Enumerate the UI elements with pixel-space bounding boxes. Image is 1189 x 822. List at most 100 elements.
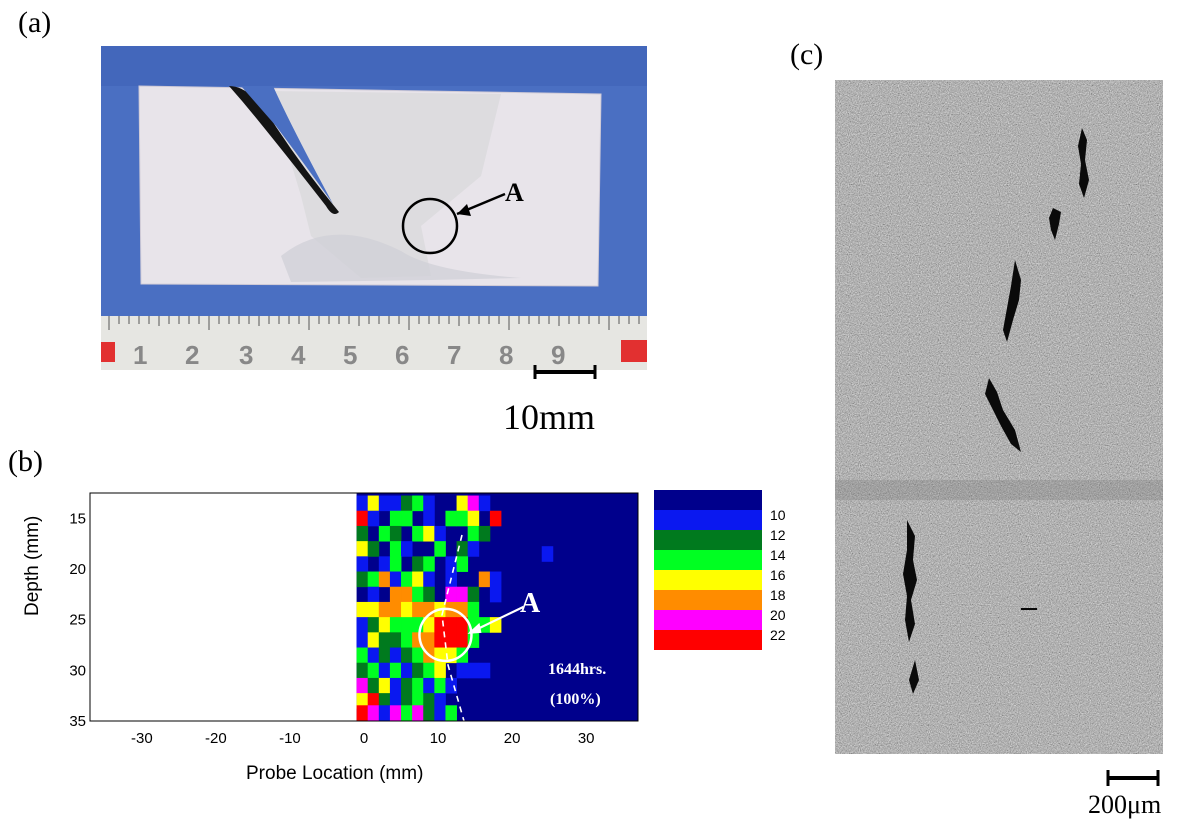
heatmap-cell (401, 495, 413, 512)
y-tick-label: 35 (70, 713, 86, 730)
heatmap-cell (456, 662, 469, 679)
annotation-percent: (100%) (550, 691, 601, 708)
heatmap-cell (467, 495, 480, 512)
panel-a-photo: 1 2 3 4 5 6 7 8 9 (101, 46, 647, 370)
scale-label-a: 10mm (503, 397, 596, 437)
heatmap-cell (401, 647, 413, 664)
heatmap-cell (456, 601, 469, 618)
heatmap-cell (489, 617, 502, 633)
x-tick-label: -10 (279, 730, 301, 745)
heatmap-cell (378, 525, 391, 542)
heatmap-cell (423, 705, 435, 721)
panel-b-label: (b) (8, 445, 43, 478)
heatmap-cell (456, 632, 469, 648)
heatmap-cell (478, 525, 491, 542)
x-tick-label: 0 (360, 730, 368, 745)
heatmap-cell (434, 677, 446, 694)
heatmap-cell (412, 705, 424, 721)
x-tick-label: 10 (430, 730, 447, 745)
ruler-digit: 8 (499, 340, 513, 370)
ruler-digit: 2 (185, 340, 199, 370)
ruler-digit: 9 (551, 340, 565, 370)
heatmap-cell (423, 662, 435, 679)
y-tick-label: 30 (70, 662, 86, 679)
heatmap-cell (378, 705, 391, 721)
heatmap-cell (412, 647, 424, 664)
y-tick-label: 15 (70, 510, 86, 527)
heatmap-cell (356, 601, 369, 618)
heatmap-cell (456, 510, 469, 527)
heatmap-cell (434, 525, 446, 542)
legend-swatch (654, 630, 762, 650)
heatmap-cell (378, 632, 391, 648)
heatmap-cell (378, 495, 391, 512)
legend-swatch (654, 570, 762, 590)
heatmap-cell (367, 586, 380, 603)
heatmap-cell (401, 586, 413, 603)
heatmap-cell (401, 617, 413, 633)
heatmap-cell (356, 693, 369, 709)
legend-label: 18 (770, 587, 786, 603)
heatmap-cell (389, 693, 402, 709)
heatmap-cell (367, 693, 380, 709)
legend-label: 12 (770, 527, 786, 543)
x-tick-label: 30 (578, 730, 595, 745)
heatmap-cell (423, 617, 435, 633)
heatmap-cell (378, 571, 391, 588)
x-tick-label: -20 (205, 730, 227, 745)
heatmap-cell (356, 632, 369, 648)
heatmap-cell (423, 525, 435, 542)
heatmap-cell (412, 601, 424, 618)
heatmap-cell (389, 617, 402, 633)
heatmap-cell (423, 632, 435, 648)
heatmap-cell (456, 617, 469, 633)
ruler-digit: 3 (239, 340, 253, 370)
heatmap-cell (445, 677, 457, 694)
heatmap-cell (389, 632, 402, 648)
heatmap-cell (412, 632, 424, 648)
heatmap-cell (412, 556, 424, 572)
heatmap-cell (367, 617, 380, 633)
heatmap-cell (367, 495, 380, 512)
heatmap-cell (367, 571, 380, 588)
heatmap-cell (434, 662, 446, 679)
heatmap-cell (412, 495, 424, 512)
heatmap-cell (356, 525, 369, 542)
heatmap-cell (467, 601, 480, 618)
heatmap-cell (412, 693, 424, 709)
heatmap-cell (389, 601, 402, 618)
heatmap-cell (389, 510, 402, 527)
scale-bar-c (1106, 770, 1160, 786)
heatmap-cell (434, 705, 446, 721)
legend-label: 10 (770, 507, 786, 523)
heatmap-cell (367, 705, 380, 721)
heatmap-cell (423, 601, 435, 618)
heatmap-cell (423, 556, 435, 572)
heatmap-cell (389, 647, 402, 664)
y-tick-label: 25 (70, 612, 86, 629)
legend-label: 22 (770, 627, 786, 643)
heatmap-cell (389, 541, 402, 557)
heatmap-cell (412, 586, 424, 603)
heatmap-marker: A (520, 588, 541, 619)
heatmap-cell (412, 662, 424, 679)
panel-a-label: (a) (18, 6, 52, 39)
heatmap-cell (401, 693, 413, 709)
legend-label: 16 (770, 567, 786, 583)
ruler-digit: 4 (291, 340, 306, 370)
heatmap-cell (356, 617, 369, 633)
heatmap-cell (367, 647, 380, 664)
legend-swatch (654, 530, 762, 550)
heatmap-cell (434, 693, 446, 709)
y-axis-label: Depth (mm) (22, 515, 43, 616)
heatmap-cell (378, 556, 391, 572)
scale-label-c: 200μm (1088, 790, 1162, 819)
heatmap-cell (367, 677, 380, 694)
heatmap-cell (489, 571, 502, 588)
heatmap-cell (356, 510, 369, 527)
ruler-digit: 5 (343, 340, 357, 370)
heatmap-cell (378, 693, 391, 709)
heatmap-cell (467, 617, 480, 633)
heatmap-cell (378, 677, 391, 694)
panel-a-marker: A (505, 178, 524, 207)
